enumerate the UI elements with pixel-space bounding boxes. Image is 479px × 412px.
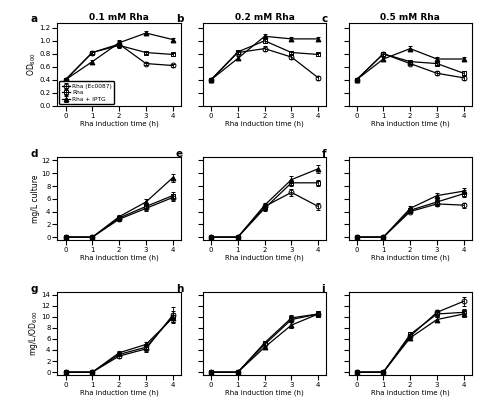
Text: c: c [321,14,328,24]
X-axis label: Rha induction time (h): Rha induction time (h) [80,389,159,396]
Title: 0.5 mM Rha: 0.5 mM Rha [380,13,440,22]
Text: h: h [176,283,183,293]
Y-axis label: mg/L/OD$_{600}$: mg/L/OD$_{600}$ [27,311,40,356]
Text: i: i [321,283,325,293]
Text: a: a [30,14,37,24]
Text: b: b [176,14,183,24]
X-axis label: Rha induction time (h): Rha induction time (h) [80,120,159,126]
Legend: Rha (Ec0087), Rha, Rha + IPTG: Rha (Ec0087), Rha, Rha + IPTG [59,81,114,104]
X-axis label: Rha induction time (h): Rha induction time (h) [225,255,304,261]
X-axis label: Rha induction time (h): Rha induction time (h) [225,120,304,126]
X-axis label: Rha induction time (h): Rha induction time (h) [371,120,449,126]
Title: 0.1 mM Rha: 0.1 mM Rha [89,13,149,22]
Text: f: f [321,149,326,159]
Y-axis label: OD$_{600}$: OD$_{600}$ [25,52,38,76]
Text: g: g [30,283,38,293]
Text: e: e [176,149,183,159]
X-axis label: Rha induction time (h): Rha induction time (h) [371,255,449,261]
X-axis label: Rha induction time (h): Rha induction time (h) [225,389,304,396]
Text: d: d [30,149,38,159]
Title: 0.2 mM Rha: 0.2 mM Rha [235,13,295,22]
X-axis label: Rha induction time (h): Rha induction time (h) [80,255,159,261]
X-axis label: Rha induction time (h): Rha induction time (h) [371,389,449,396]
Y-axis label: mg/L culture: mg/L culture [31,175,40,223]
